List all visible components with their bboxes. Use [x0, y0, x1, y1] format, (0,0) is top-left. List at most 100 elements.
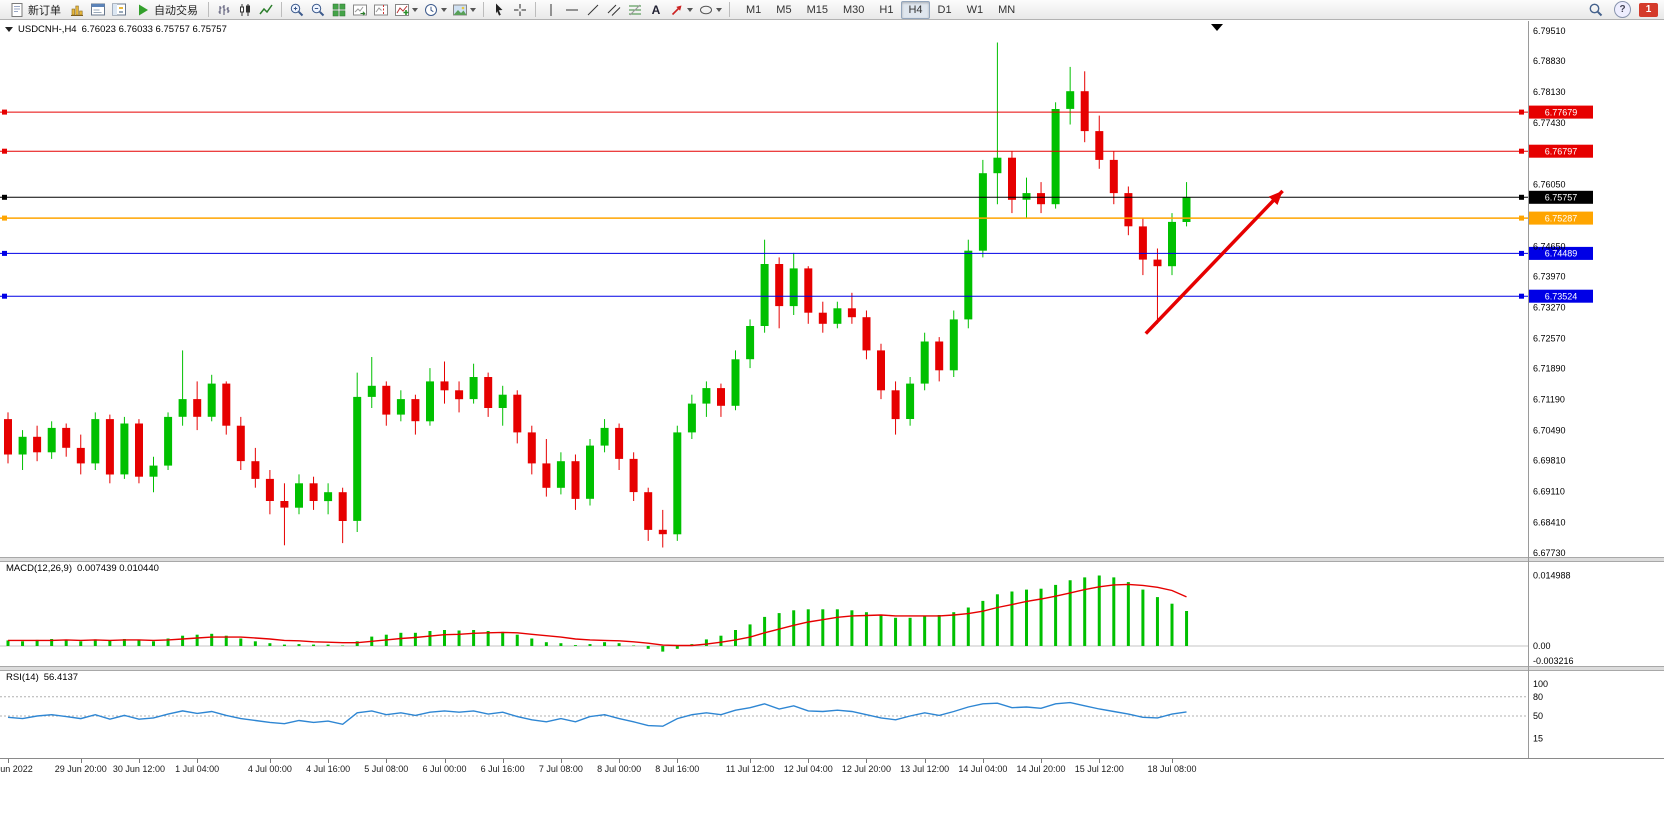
help-button[interactable]: ?: [1612, 1, 1633, 19]
time-axis-label: 6 Jul 16:00: [480, 764, 525, 774]
price-scale-labels: 6.79510 6.78830 6.78130 6.77430 6.76050 6.746…: [1533, 26, 1566, 558]
price-line-tag: 6.73524: [1529, 289, 1593, 303]
search-button[interactable]: [1586, 1, 1606, 19]
notification-badge[interactable]: 1: [1639, 2, 1658, 17]
autotrade-button[interactable]: 自动交易: [130, 1, 203, 19]
trend-arrow-object[interactable]: [1144, 189, 1284, 335]
chart-shift-marker[interactable]: [1211, 24, 1223, 31]
new-order-button[interactable]: 新订单: [4, 1, 66, 19]
rsi-panel-canvas[interactable]: 100 80 50 15: [0, 669, 1664, 758]
cursor-button[interactable]: [489, 1, 509, 19]
timeframe-M30[interactable]: M30: [836, 1, 871, 19]
bar-chart-button[interactable]: [214, 1, 234, 19]
toolbar-separator: [535, 2, 536, 17]
svg-text:-0.003216: -0.003216: [1533, 656, 1574, 666]
time-axis-tick: [502, 759, 504, 763]
arrows-button[interactable]: [667, 1, 695, 19]
autotrade-label: 自动交易: [154, 4, 198, 17]
market-watch-button[interactable]: [88, 1, 108, 19]
chevron-down-icon: [687, 7, 693, 12]
chevron-down-icon: [441, 7, 447, 12]
svg-text:6.72570: 6.72570: [1533, 333, 1566, 343]
shapes-button[interactable]: [696, 1, 724, 19]
price-line-tag: 6.75287: [1529, 211, 1593, 225]
svg-text:6.69810: 6.69810: [1533, 456, 1566, 466]
horizontal-line-object[interactable]: [0, 215, 1528, 221]
time-axis-label: 1 Jul 04:00: [175, 764, 220, 774]
timeframe-H4[interactable]: H4: [901, 0, 930, 19]
tile-windows-icon: [331, 2, 347, 18]
periods-button[interactable]: [421, 1, 449, 19]
template-picture-icon: [452, 2, 468, 18]
zoom-out-button[interactable]: [308, 1, 328, 19]
line-chart-button[interactable]: [256, 1, 276, 19]
text-button[interactable]: A: [646, 1, 666, 19]
charts-button[interactable]: [67, 1, 87, 19]
toolbar-separator: [483, 2, 484, 17]
timeframe-M1[interactable]: M1: [739, 1, 768, 19]
crosshair-button[interactable]: [510, 1, 530, 19]
time-axis-label: 4 Jul 00:00: [247, 764, 292, 774]
horizontal-line-object[interactable]: [0, 109, 1528, 115]
new-order-icon: [9, 2, 25, 18]
horizontal-line-object[interactable]: [0, 293, 1528, 299]
macd-panel-canvas[interactable]: 0.014988 0.00 -0.003216: [0, 560, 1664, 666]
navigator-button[interactable]: [109, 1, 129, 19]
price-chart-canvas[interactable]: 6.77679 6.76797 6.75757 6.75287 6.74489 6.735…: [0, 21, 1664, 558]
svg-text:6.73524: 6.73524: [1545, 291, 1578, 301]
one-click-trading-expander[interactable]: [5, 27, 13, 32]
candle-chart-button[interactable]: [235, 1, 255, 19]
zoom-in-button[interactable]: [287, 1, 307, 19]
time-axis-tick: [1041, 759, 1043, 763]
macd-scale-labels: 0.014988 0.00 -0.003216: [1533, 571, 1574, 666]
time-axis-tick: [750, 759, 752, 763]
svg-text:6.67730: 6.67730: [1533, 548, 1566, 558]
chevron-down-icon: [716, 7, 722, 12]
time-axis-label: 14 Jul 04:00: [958, 764, 1008, 774]
svg-text:0.014988: 0.014988: [1533, 571, 1571, 581]
current-price-line[interactable]: [0, 194, 1528, 200]
horizontal-line-object[interactable]: [0, 148, 1528, 154]
tile-windows-button[interactable]: [329, 1, 349, 19]
svg-text:6.75757: 6.75757: [1545, 193, 1578, 203]
horizontal-line-icon: [564, 2, 580, 18]
timeframe-D1[interactable]: D1: [931, 1, 959, 19]
timeframe-M15[interactable]: M15: [800, 1, 835, 19]
time-axis-label: 8 Jul 00:00: [597, 764, 642, 774]
charts-icon: [69, 2, 85, 18]
svg-text:6.75287: 6.75287: [1545, 213, 1578, 223]
svg-text:6.77679: 6.77679: [1545, 107, 1578, 117]
time-axis-label: 29 Jun 20:00: [54, 764, 107, 774]
panel-divider[interactable]: [0, 557, 1664, 562]
time-axis-tick: [269, 759, 271, 763]
macd-histogram: [6, 575, 1189, 652]
time-axis-label: 30 Jun 12:00: [112, 764, 165, 774]
time-axis[interactable]: 29 Jun 2022 29 Jun 20:00 30 Jun 12:00 1 Jul…: [0, 758, 1664, 783]
time-axis-tick: [924, 759, 926, 763]
time-axis-label: 29 Jun 2022: [0, 764, 33, 774]
svg-text:6.74489: 6.74489: [1545, 249, 1578, 259]
fibonacci-button[interactable]: [625, 1, 645, 19]
timeframe-MN[interactable]: MN: [991, 1, 1022, 19]
timeframe-W1[interactable]: W1: [960, 1, 991, 19]
vertical-line-button[interactable]: [541, 1, 561, 19]
chart-shift-button[interactable]: [371, 1, 391, 19]
channel-button[interactable]: [604, 1, 624, 19]
horizontal-line-button[interactable]: [562, 1, 582, 19]
timeframe-M5[interactable]: M5: [769, 1, 798, 19]
svg-text:0.00: 0.00: [1533, 641, 1551, 651]
time-axis-label: 15 Jul 12:00: [1074, 764, 1124, 774]
panel-divider[interactable]: [0, 666, 1664, 671]
channel-icon: [606, 2, 622, 18]
time-axis-label: 5 Jul 08:00: [364, 764, 409, 774]
auto-scroll-icon: [352, 2, 368, 18]
time-axis-label: 18 Jul 08:00: [1147, 764, 1197, 774]
trendline-button[interactable]: [583, 1, 603, 19]
indicators-button[interactable]: [392, 1, 420, 19]
timeframe-H1[interactable]: H1: [872, 1, 900, 19]
horizontal-line-object[interactable]: [0, 250, 1528, 256]
auto-scroll-button[interactable]: [350, 1, 370, 19]
time-axis-label: 7 Jul 08:00: [538, 764, 583, 774]
templates-button[interactable]: [450, 1, 478, 19]
line-chart-icon: [258, 2, 274, 18]
